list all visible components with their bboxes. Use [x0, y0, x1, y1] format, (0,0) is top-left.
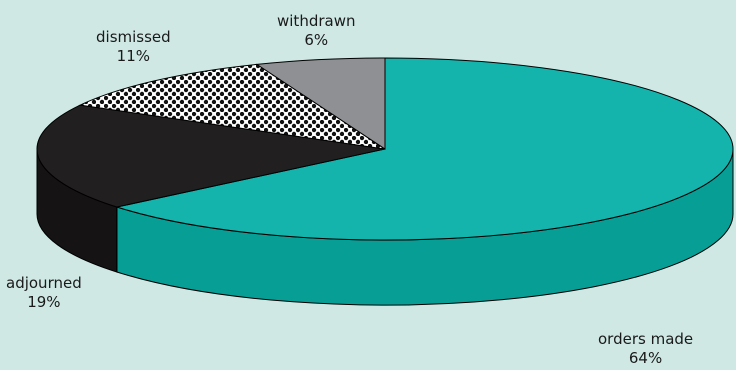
slice-label-dismissed: dismissed 11%: [96, 28, 171, 66]
slice-name: adjourned: [6, 274, 82, 292]
slice-name: orders made: [598, 330, 694, 348]
slice-percent: 11%: [116, 47, 150, 65]
slice-percent: 64%: [628, 349, 663, 367]
slice-label-orders-made: orders made 64%: [598, 330, 693, 368]
slice-percent: 6%: [304, 31, 329, 49]
slice-adjourned: [36, 104, 386, 208]
slice-label-adjourned: adjourned 19%: [6, 274, 82, 312]
slice-withdrawn: [255, 57, 386, 150]
slice-orders-made: [114, 57, 734, 241]
slice-label-withdrawn: withdrawn 6%: [277, 12, 355, 50]
slice-name: dismissed: [96, 28, 171, 46]
slice-name: withdrawn: [277, 12, 356, 30]
slice-percent: 19%: [27, 293, 61, 311]
slice-dismissed: [78, 63, 386, 150]
